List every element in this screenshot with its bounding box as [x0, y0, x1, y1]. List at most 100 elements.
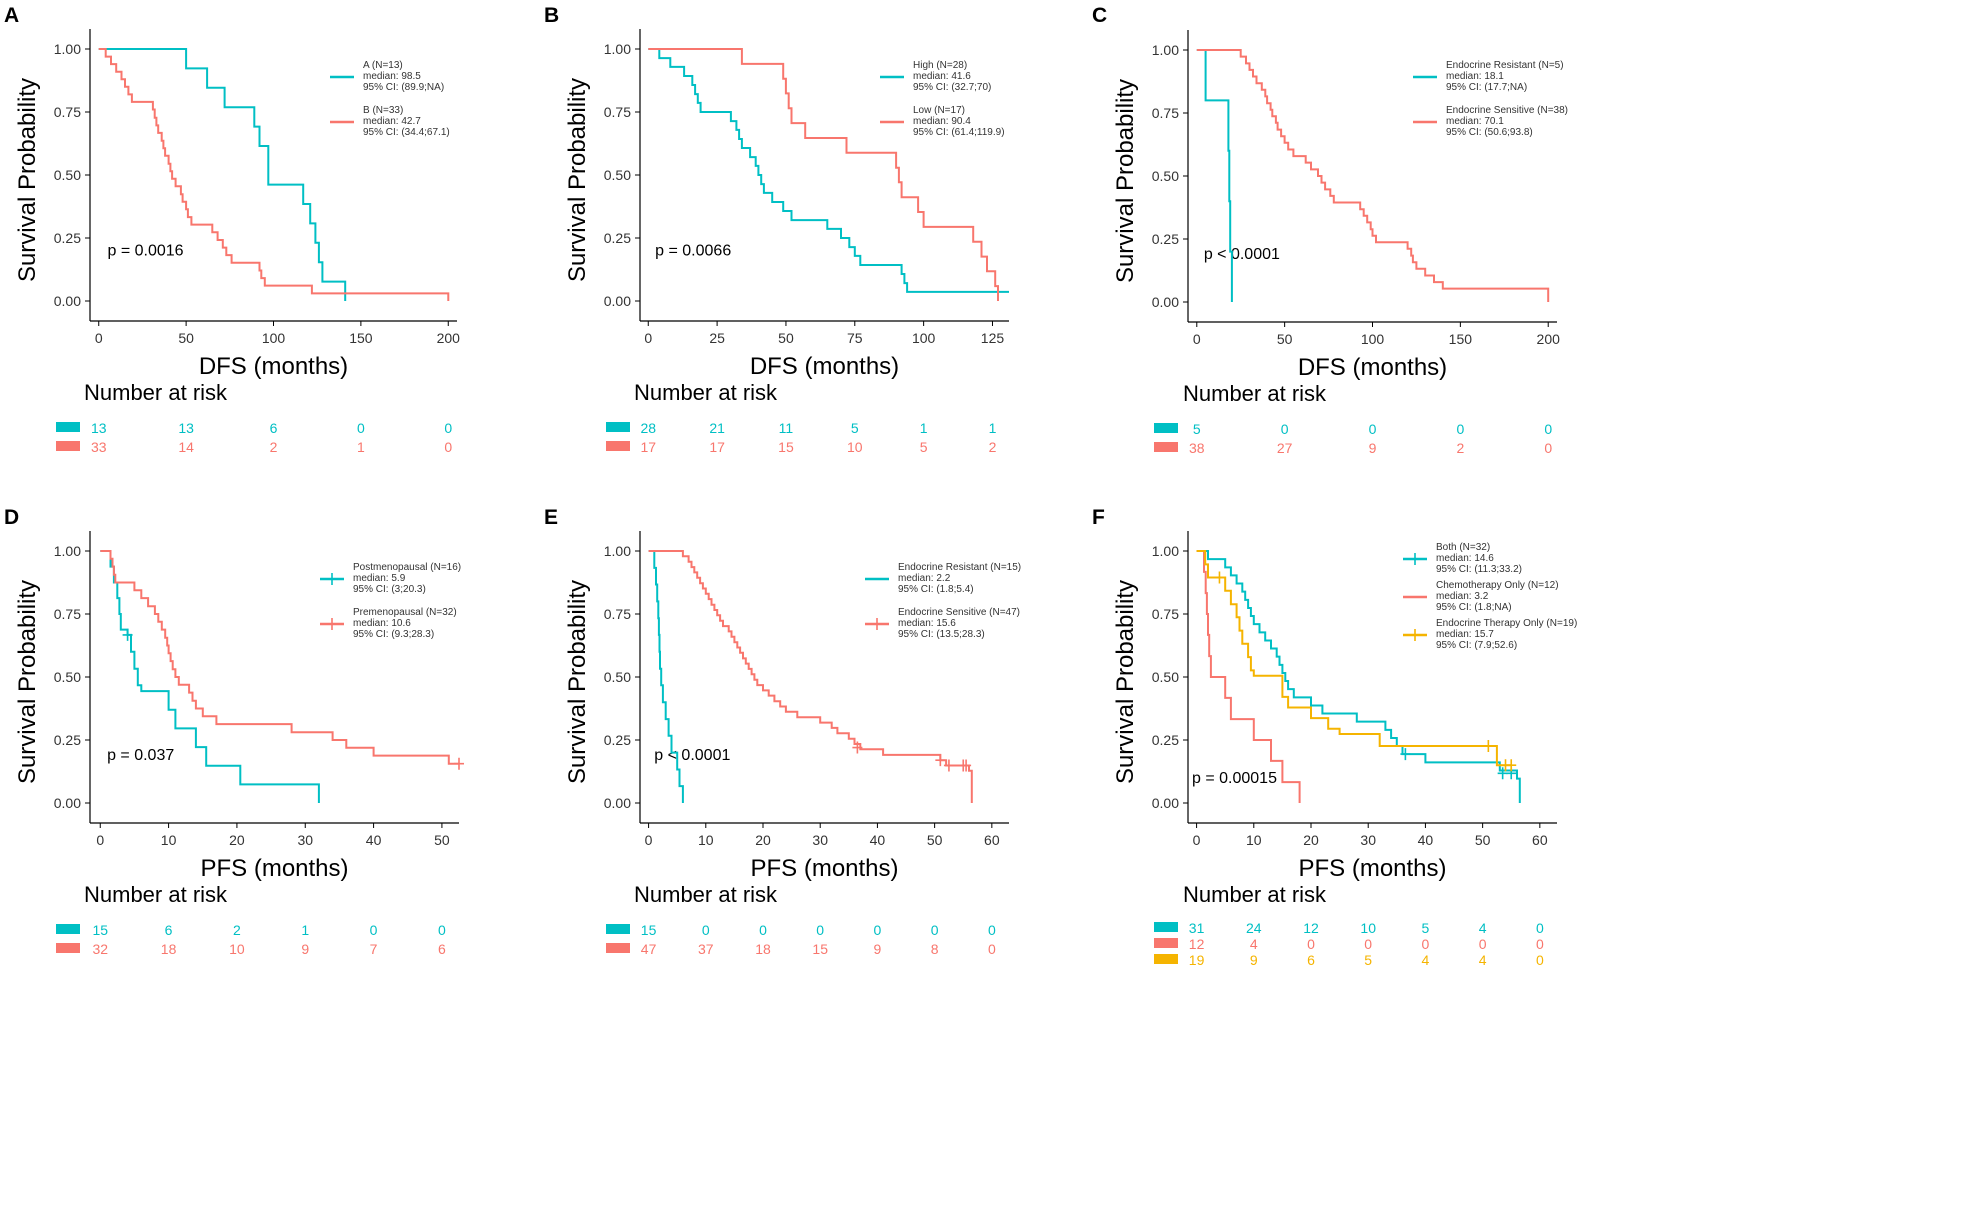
risk-count: 24	[1246, 920, 1262, 936]
x-axis-title: PFS (months)	[750, 855, 898, 882]
survival-curve-1	[648, 48, 1009, 293]
p-value: p < 0.0001	[1204, 246, 1280, 263]
risk-count: 13	[178, 420, 194, 436]
risk-count: 4	[1479, 920, 1487, 936]
legend-ci: 95% CI: (17.7;NA)	[1446, 82, 1527, 93]
x-tick-label: 20	[1303, 832, 1319, 848]
y-tick-label: 1.00	[604, 543, 631, 559]
y-axis-title: Survival Probability	[1112, 580, 1139, 784]
legend-name: Postmenopausal (N=16)	[353, 562, 461, 573]
x-tick-label: 0	[644, 330, 652, 346]
km-panel-d: D0.000.250.500.751.000 10 20 30 40 50Survival…	[4, 506, 464, 957]
y-tick-label: 0.50	[1152, 168, 1179, 184]
x-tick-label: 50	[778, 330, 794, 346]
risk-count: 10	[847, 439, 863, 455]
legend-name: Endocrine Therapy Only (N=19)	[1436, 618, 1577, 629]
y-tick-label: 0.50	[1152, 669, 1179, 685]
panel-letter: D	[4, 506, 19, 529]
x-tick-label: 50	[434, 832, 450, 848]
risk-count: 33	[91, 439, 107, 455]
risk-count: 4	[1422, 952, 1430, 968]
y-tick-label: 0.25	[54, 230, 81, 246]
x-tick-label: 50	[1475, 832, 1491, 848]
survival-curve-2	[98, 48, 450, 301]
risk-count: 13	[91, 420, 107, 436]
x-tick-label: 50	[927, 832, 943, 848]
legend-name: Endocrine Resistant (N=15)	[898, 562, 1021, 573]
risk-count: 32	[92, 941, 108, 957]
legend-name: Premenopausal (N=32)	[353, 607, 457, 618]
risk-table-title: Number at risk	[634, 882, 778, 907]
risk-count: 2	[233, 922, 241, 938]
x-tick-label: 60	[984, 832, 1000, 848]
risk-count: 17	[640, 439, 656, 455]
risk-row-swatch	[56, 924, 80, 934]
x-tick-label: 0	[1193, 832, 1201, 848]
y-tick-label: 0.25	[1152, 732, 1179, 748]
risk-count: 0	[988, 941, 996, 957]
censor-mark	[454, 757, 464, 770]
risk-count: 0	[1364, 936, 1372, 952]
risk-count: 10	[1360, 920, 1376, 936]
p-value: p = 0.037	[107, 747, 174, 764]
x-tick-label: 0	[645, 832, 653, 848]
censor-mark	[1506, 759, 1517, 772]
legend-name: Chemotherapy Only (N=12)	[1436, 580, 1559, 591]
risk-count: 27	[1277, 440, 1293, 456]
legend-name: Endocrine Resistant (N=5)	[1446, 60, 1564, 71]
y-tick-label: 0.75	[604, 104, 631, 120]
km-panel-e: E 0.00 0.25 0.50 0.75 1.00 0 10 20 30 40 50 60 Surviv…	[544, 506, 1021, 957]
y-axis-title: Survival Probability	[1112, 79, 1139, 283]
x-tick-label: 100	[912, 330, 936, 346]
risk-count: 2	[270, 439, 278, 455]
risk-count: 0	[1422, 936, 1430, 952]
x-tick-label: 30	[812, 832, 828, 848]
risk-count: 0	[931, 922, 939, 938]
risk-count: 0	[759, 922, 767, 938]
risk-count: 0	[1369, 421, 1377, 437]
x-tick-label: 10	[161, 832, 177, 848]
risk-count: 0	[444, 420, 452, 436]
risk-count: 1	[357, 439, 365, 455]
x-tick-label: 30	[1360, 832, 1376, 848]
legend-ci: 95% CI: (7.9;52.6)	[1436, 640, 1517, 651]
risk-count: 0	[438, 922, 446, 938]
risk-row-swatch	[1154, 922, 1178, 932]
y-tick-label: 0.75	[1152, 105, 1179, 121]
legend-ci: 95% CI: (1.8;5.4)	[898, 584, 974, 595]
legend-name: A (N=13)	[363, 60, 403, 71]
y-tick-label: 0.00	[54, 795, 81, 811]
legend-median: median: 14.6	[1436, 553, 1494, 564]
risk-count: 5	[1364, 952, 1372, 968]
censor-mark	[943, 759, 954, 772]
survival-curve-1	[98, 48, 347, 301]
x-tick-label: 0	[1193, 331, 1201, 347]
x-tick-label: 10	[1246, 832, 1262, 848]
risk-table-title: Number at risk	[84, 882, 228, 907]
risk-table-title: Number at risk	[634, 380, 778, 405]
risk-count: 0	[1544, 440, 1552, 456]
risk-count: 5	[851, 420, 859, 436]
y-tick-label: 0.25	[604, 230, 631, 246]
legend-ci: 95% CI: (61.4;119.9)	[913, 127, 1005, 138]
risk-count: 18	[755, 941, 771, 957]
legend-median: median: 2.2	[898, 573, 951, 584]
risk-count: 2	[989, 439, 997, 455]
survival-curve-1	[1196, 49, 1233, 302]
risk-count: 15	[92, 922, 108, 938]
risk-count: 0	[1479, 936, 1487, 952]
y-tick-label: 0.75	[1152, 606, 1179, 622]
legend-ci: 95% CI: (1.8;NA)	[1436, 602, 1512, 613]
x-tick-label: 0	[95, 330, 103, 346]
legend-median: median: 90.4	[913, 116, 971, 127]
p-value: p = 0.00015	[1192, 770, 1277, 787]
y-axis-title: Survival Probability	[564, 78, 591, 282]
x-tick-label: 75	[847, 330, 863, 346]
x-axis-title: DFS (months)	[1298, 354, 1447, 381]
x-axis-title: DFS (months)	[750, 353, 899, 380]
y-tick-label: 0.50	[54, 167, 81, 183]
y-axis-title: Survival Probability	[14, 78, 41, 282]
panel-letter: B	[544, 4, 559, 27]
risk-count: 5	[1193, 421, 1201, 437]
risk-row-swatch	[1154, 423, 1178, 433]
